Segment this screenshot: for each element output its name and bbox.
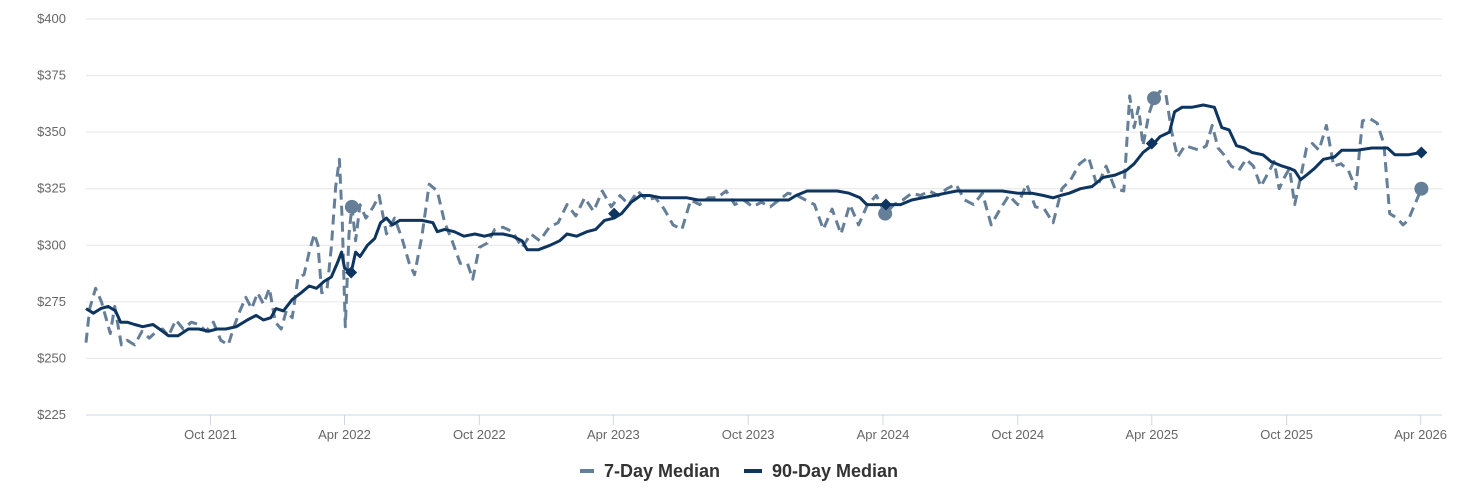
series-line-90day bbox=[85, 103, 1422, 338]
marker-point-7day bbox=[344, 199, 359, 214]
y-tick-label: $375 bbox=[37, 68, 66, 83]
gridlines bbox=[86, 18, 1442, 359]
legend-label-90day: 90-Day Median bbox=[772, 460, 899, 481]
y-tick-label: $275 bbox=[37, 294, 66, 309]
marker-point-90day bbox=[1415, 146, 1428, 159]
y-tick-label: $300 bbox=[37, 237, 66, 252]
y-tick-label: $325 bbox=[37, 181, 66, 196]
x-axis: Oct 2021 Apr 2022 Oct 2022 Apr 2023 Oct 2023… bbox=[184, 415, 1447, 442]
legend: 7-Day Median 90-Day Median bbox=[0, 456, 1478, 486]
marker-point-90day bbox=[345, 266, 358, 279]
marker-point-7day bbox=[1147, 91, 1162, 106]
legend-item-7day[interactable]: 7-Day Median bbox=[579, 460, 720, 482]
line-chart: $225 $250 $275 $300 $325 $350 $375 $400 Oct 202… bbox=[37, 11, 1447, 442]
series-layer bbox=[84, 89, 1423, 347]
x-tick-label: Oct 2025 bbox=[1260, 427, 1313, 442]
marker-point-7day bbox=[878, 206, 893, 221]
x-tick-label: Apr 2024 bbox=[857, 427, 910, 442]
legend-item-90day[interactable]: 90-Day Median bbox=[744, 461, 898, 482]
x-tick-label: Apr 2023 bbox=[587, 427, 640, 442]
marker-point-90day bbox=[879, 198, 892, 211]
x-tick-label: Oct 2024 bbox=[991, 427, 1044, 442]
y-axis-labels: $225 $250 $275 $300 $325 $350 $375 $400 bbox=[37, 11, 66, 422]
x-tick-label: Oct 2022 bbox=[453, 427, 506, 442]
solid-line-swatch-icon bbox=[744, 469, 762, 473]
series-line-7day bbox=[84, 89, 1423, 347]
x-tick-label: Apr 2022 bbox=[318, 427, 371, 442]
y-tick-label: $400 bbox=[37, 11, 66, 26]
y-tick-label: $350 bbox=[37, 124, 66, 139]
x-tick-label: Apr 2025 bbox=[1125, 427, 1178, 442]
marker-point-7day bbox=[1414, 181, 1429, 196]
legend-label-7day: 7-Day Median bbox=[603, 460, 720, 481]
marker-point-90day bbox=[1145, 137, 1158, 150]
marker-layer bbox=[344, 91, 1429, 279]
x-tick-label: Apr 2026 bbox=[1394, 427, 1447, 442]
y-tick-label: $225 bbox=[37, 407, 66, 422]
y-tick-label: $250 bbox=[37, 350, 66, 365]
marker-point-90day bbox=[608, 207, 621, 220]
x-tick-label: Oct 2023 bbox=[722, 427, 775, 442]
x-tick-label: Oct 2021 bbox=[184, 427, 237, 442]
dashed-line-swatch-icon bbox=[579, 469, 594, 473]
